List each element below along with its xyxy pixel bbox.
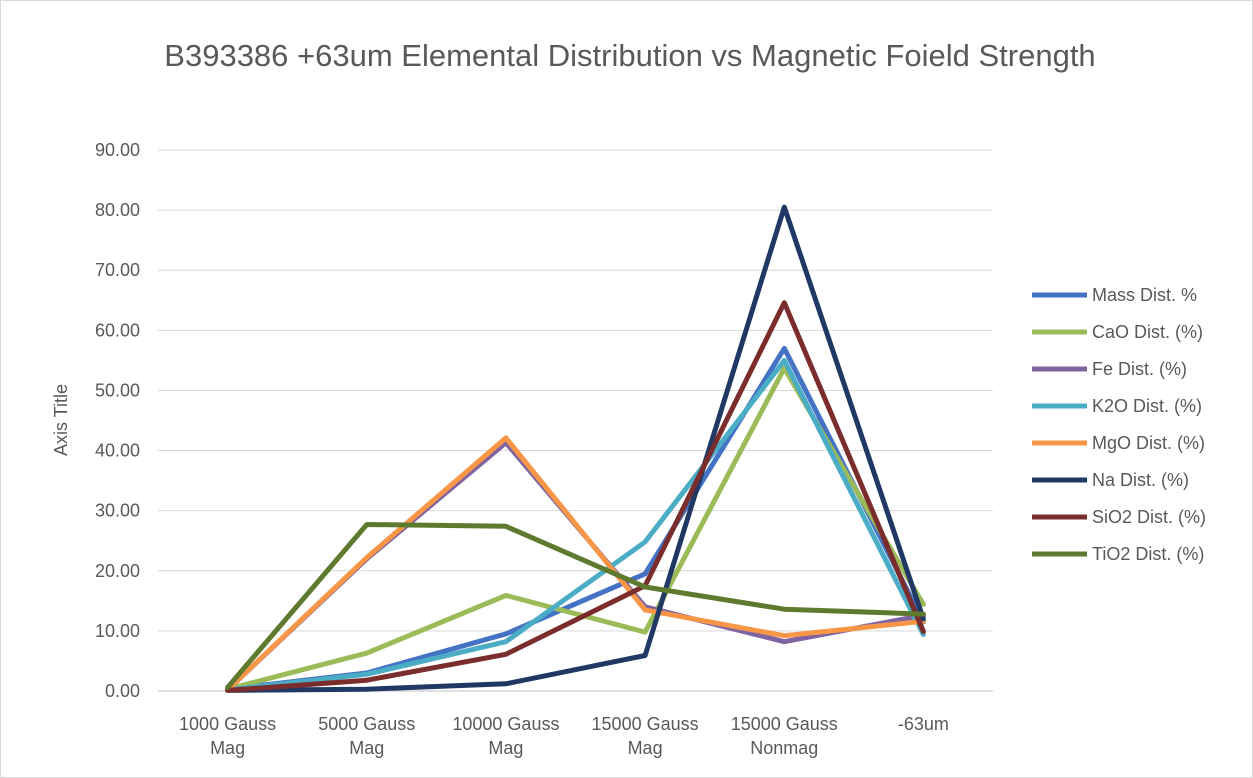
x-tick-label: 15000 Gauss Nonmag [731,714,838,758]
y-tick-label: 50.00 [95,380,140,400]
legend-label: Fe Dist. (%) [1092,359,1187,379]
legend-label: CaO Dist. (%) [1092,322,1203,342]
legend-label: K2O Dist. (%) [1092,396,1202,416]
series-line [225,345,926,692]
series-lines [225,204,926,693]
x-tick-label: -63um [898,714,949,734]
y-tick-label: 10.00 [95,621,140,641]
y-axis-title: Axis Title [51,384,71,456]
series-line [225,300,926,693]
legend: Mass Dist. % CaO Dist. (%) Fe Dist. (%) K2O… [1032,285,1206,564]
y-tick-label: 0.00 [105,681,140,701]
y-tick-label: 90.00 [95,140,140,160]
series-line [225,357,926,693]
x-tick-label: 15000 Gauss Mag [592,714,699,758]
y-tick-label: 60.00 [95,320,140,340]
y-tick-label: 30.00 [95,501,140,521]
x-tick-label: 10000 Gauss Mag [452,714,559,758]
y-tick-label: 70.00 [95,260,140,280]
series-line [225,435,926,693]
y-axis-ticks: 0.00 10.00 20.00 30.00 40.00 50.00 60.00 70.00 8… [95,140,140,701]
chart-title: B393386 +63um Elemental Distribution vs … [164,38,1096,73]
gridlines [158,149,993,692]
legend-label: TiO2 Dist. (%) [1092,544,1204,564]
y-tick-label: 80.00 [95,200,140,220]
series-line [225,522,926,690]
x-tick-label: 5000 Gauss Mag [318,714,415,758]
y-tick-label: 40.00 [95,441,140,461]
legend-label: Na Dist. (%) [1092,470,1189,490]
legend-label: Mass Dist. % [1092,285,1197,305]
x-tick-label: 1000 Gauss Mag [179,714,276,758]
x-axis-ticks: 1000 Gauss Mag 5000 Gauss Mag 10000 Gauss Mag… [179,714,949,758]
series-line [225,204,926,693]
legend-label: MgO Dist. (%) [1092,433,1205,453]
legend-label: SiO2 Dist. (%) [1092,507,1206,527]
y-tick-label: 20.00 [95,561,140,581]
